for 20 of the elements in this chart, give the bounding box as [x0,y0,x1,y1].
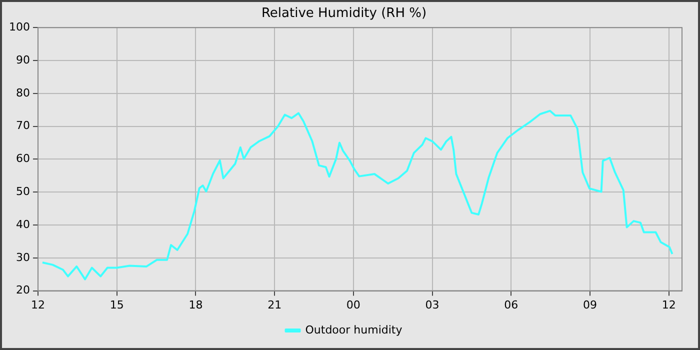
x-tick-label: 09 [583,298,597,312]
x-tick-label: 15 [110,298,124,312]
x-tick-label: 06 [504,298,518,312]
legend-label: Outdoor humidity [305,323,403,336]
y-tick-label: 40 [16,218,30,231]
y-tick-label: 20 [16,284,30,297]
x-tick-label: 00 [346,298,360,312]
y-tick-label: 60 [16,152,30,166]
x-tick-label: 21 [268,298,282,312]
y-tick-label: 30 [16,250,30,264]
x-tick-label: 03 [425,298,440,312]
y-tick-label: 50 [16,184,30,198]
x-tick-label: 12 [662,298,676,312]
y-tick-label: 70 [16,119,30,132]
y-tick-label: 80 [16,86,30,100]
chart-title: Relative Humidity (RH %) [261,6,427,22]
y-tick-label: 90 [16,53,30,66]
x-tick-label: 18 [188,298,203,312]
y-tick-label: 100 [8,20,30,34]
x-tick-label: 12 [30,298,45,312]
